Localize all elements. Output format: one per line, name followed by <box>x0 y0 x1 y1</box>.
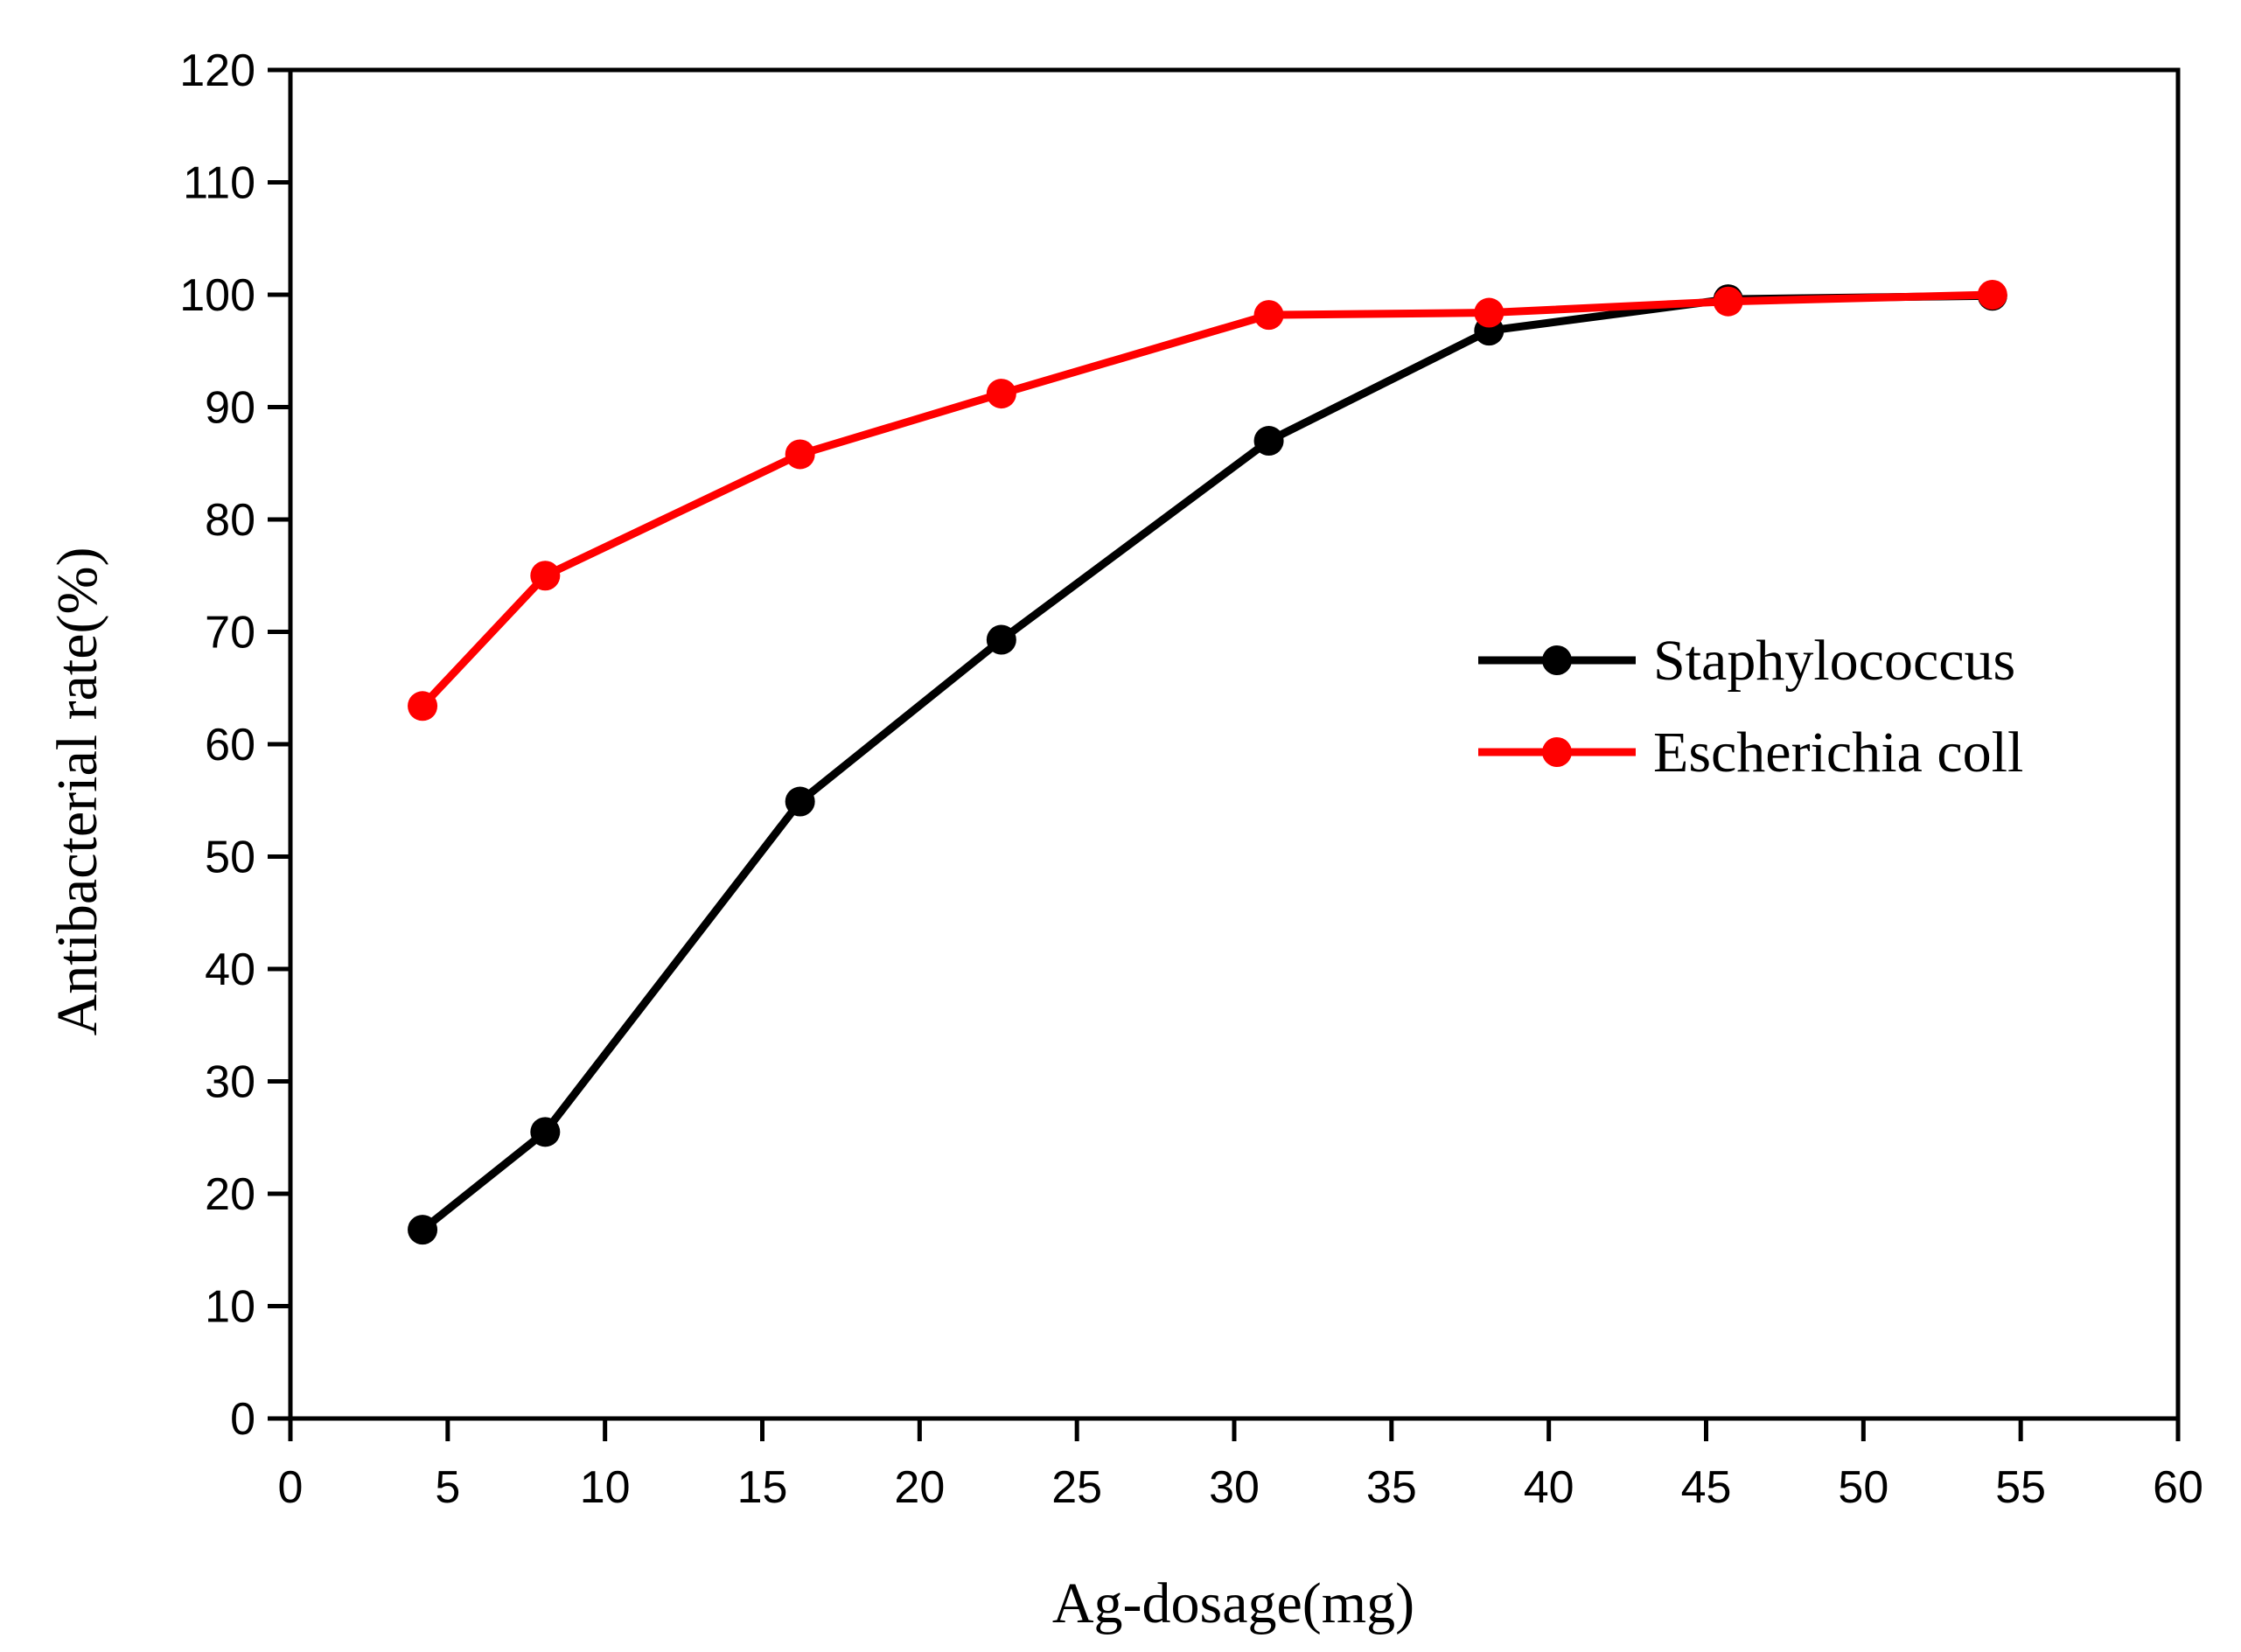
x-tick-label: 45 <box>1681 1462 1732 1513</box>
data-point <box>408 691 438 721</box>
y-tick-label: 80 <box>205 495 255 546</box>
x-tick-label: 25 <box>1051 1462 1102 1513</box>
y-tick-label: 40 <box>205 944 255 995</box>
x-tick-label: 50 <box>1838 1462 1888 1513</box>
data-point <box>1253 426 1284 457</box>
x-tick-label: 40 <box>1524 1462 1574 1513</box>
series-line-2 <box>419 290 1993 709</box>
y-tick-label: 100 <box>179 270 255 321</box>
x-tick-label: 55 <box>1995 1462 2046 1513</box>
data-point <box>1474 297 1504 328</box>
x-tick-label: 35 <box>1366 1462 1417 1513</box>
data-point <box>1977 280 2007 310</box>
data-point <box>986 379 1016 409</box>
x-tick-label: 60 <box>2153 1462 2203 1513</box>
y-tick-label: 120 <box>179 45 255 96</box>
data-point <box>785 439 815 470</box>
data-point <box>530 1117 561 1147</box>
x-tick-label: 10 <box>580 1462 631 1513</box>
y-tick-label: 30 <box>205 1057 255 1108</box>
x-tick-label: 0 <box>278 1462 304 1513</box>
data-point <box>408 1215 438 1245</box>
legend-label: Staphylococcus <box>1653 629 2015 693</box>
y-tick-label: 70 <box>205 608 255 659</box>
y-tick-label: 50 <box>205 833 255 883</box>
x-tick-label: 15 <box>737 1462 788 1513</box>
y-axis-title: Antibacterial rate(%) <box>45 547 109 1036</box>
legend-marker <box>1542 645 1572 675</box>
x-tick-label: 20 <box>894 1462 945 1513</box>
data-point <box>1713 286 1743 317</box>
data-point <box>986 624 1016 655</box>
data-point <box>1253 300 1284 331</box>
x-tick-label: 5 <box>435 1462 460 1513</box>
legend: Staphylococcus Escherichia coll <box>1478 629 2023 784</box>
x-tick-label: 30 <box>1209 1462 1260 1513</box>
y-tick-label: 10 <box>205 1282 255 1333</box>
data-point <box>785 786 815 817</box>
y-tick-label: 90 <box>205 383 255 434</box>
data-point <box>530 561 561 591</box>
y-tick-label: 60 <box>205 720 255 770</box>
legend-label: Escherichia coll <box>1653 721 2023 784</box>
plot-area: 0 10 20 30 40 50 60 70 80 90 100 110 120 0 5 10 15 20 25 30… <box>179 45 2203 1513</box>
y-tick-label: 110 <box>183 158 255 209</box>
x-axis-title: Ag-dosage(mg) <box>1052 1572 1414 1635</box>
y-tick-label: 20 <box>205 1169 255 1220</box>
y-tick-label: 0 <box>230 1394 255 1445</box>
legend-marker <box>1542 737 1572 767</box>
